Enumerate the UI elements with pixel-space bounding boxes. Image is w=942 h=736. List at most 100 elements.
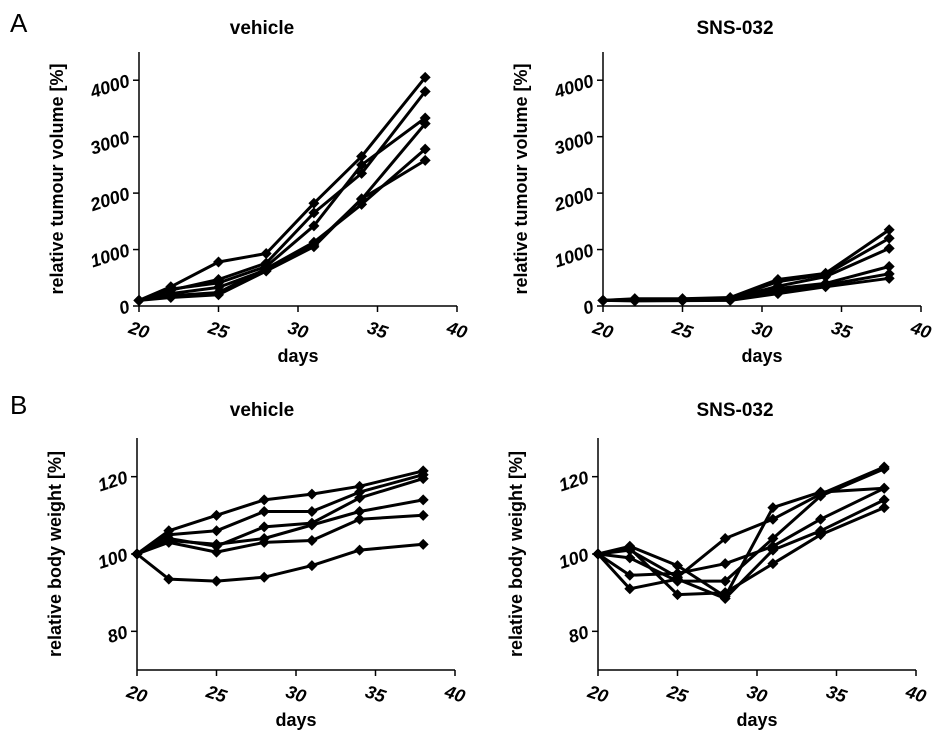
data-point-marker <box>624 552 636 564</box>
panel-label-b: B <box>10 390 28 420</box>
y-tick-label: 120 <box>556 467 591 495</box>
y-axis-label: relative body weight [%] <box>506 451 526 657</box>
data-point-marker <box>883 242 895 254</box>
series-line-2 <box>138 90 427 302</box>
y-tick-label: 2000 <box>87 184 132 216</box>
data-point-marker <box>131 548 143 560</box>
x-axis-label: days <box>736 710 777 730</box>
data-point-marker <box>719 592 731 604</box>
data-point-marker <box>677 295 688 307</box>
data-point-marker <box>883 224 895 236</box>
data-point-marker <box>260 265 272 277</box>
data-point-marker <box>211 538 222 550</box>
series-line-5 <box>138 147 427 302</box>
data-point-marker <box>163 573 175 585</box>
x-tick-label: 30 <box>749 317 774 342</box>
data-point-marker <box>354 486 366 498</box>
y-tick-label: 1000 <box>552 240 596 271</box>
data-point-marker <box>211 575 222 587</box>
data-point-marker <box>308 220 320 232</box>
data-point-marker <box>878 463 890 475</box>
data-point-marker <box>133 294 145 306</box>
data-point-marker <box>419 143 431 155</box>
data-point-marker <box>624 583 636 595</box>
data-point-marker <box>308 207 320 219</box>
y-tick-label: 80 <box>105 622 130 647</box>
y-tick-label: 2000 <box>551 184 596 216</box>
data-point-marker <box>883 232 895 244</box>
series-line-1 <box>138 76 427 302</box>
data-point-marker <box>767 513 779 525</box>
data-point-marker <box>354 492 366 504</box>
data-point-marker <box>356 159 368 171</box>
data-point-marker <box>767 533 779 545</box>
data-point-marker <box>306 519 318 531</box>
data-point-marker <box>417 473 429 485</box>
data-point-marker <box>356 150 368 162</box>
data-point-marker <box>672 560 683 572</box>
data-point-marker <box>419 71 431 83</box>
y-tick-label: 1000 <box>88 240 132 271</box>
chart-weight-sns032: SNS-032 20 25 30 35 40 80 100 120 days relative bo… <box>506 400 929 730</box>
x-tick-label: 35 <box>365 317 391 343</box>
x-tick-label: 20 <box>123 681 149 707</box>
y-tick-label: 4000 <box>87 71 132 103</box>
chart-weight-vehicle: vehicle 20 25 30 35 40 80 100 120 days relative bo… <box>45 400 468 730</box>
x-tick-label: 20 <box>584 681 610 707</box>
data-point-marker <box>672 567 683 579</box>
data-point-marker <box>719 558 731 570</box>
data-point-marker <box>211 509 222 521</box>
data-point-marker <box>308 197 320 209</box>
data-point-marker <box>815 513 827 525</box>
data-point-marker <box>767 558 779 570</box>
x-tick-label: 30 <box>744 681 769 706</box>
data-point-marker <box>878 502 890 514</box>
data-point-marker <box>258 521 270 533</box>
data-point-marker <box>211 546 222 558</box>
data-point-marker <box>592 548 604 560</box>
x-tick-label: 35 <box>829 317 855 343</box>
data-point-marker <box>163 536 175 548</box>
data-point-marker <box>419 154 431 166</box>
data-point-marker <box>260 248 272 260</box>
data-point-marker <box>878 482 890 494</box>
data-point-marker <box>306 560 318 572</box>
data-point-marker <box>258 494 270 506</box>
data-point-marker <box>672 573 683 585</box>
data-point-marker <box>878 494 890 506</box>
data-point-marker <box>419 86 431 98</box>
data-point-marker <box>213 289 224 301</box>
series-line-6 <box>136 542 424 583</box>
data-point-marker <box>306 505 318 517</box>
data-point-marker <box>629 295 641 307</box>
x-tick-label: 30 <box>285 317 310 342</box>
data-point-marker <box>672 589 683 601</box>
data-point-marker <box>719 587 731 599</box>
series-line-2 <box>602 236 890 302</box>
data-point-marker <box>719 575 731 587</box>
y-tick-label: 0 <box>580 296 596 318</box>
data-point-marker <box>772 288 784 300</box>
data-point-marker <box>417 509 429 521</box>
chart-title: vehicle <box>230 18 294 39</box>
chart-title: vehicle <box>230 400 294 421</box>
chart-tumour-sns032: SNS-032 20 25 30 35 40 0 1000 2000 3000 4000 days re… <box>511 18 934 366</box>
data-point-marker <box>417 538 429 550</box>
data-point-marker <box>211 525 222 537</box>
data-point-marker <box>724 294 736 306</box>
y-tick-label: 3000 <box>88 127 132 158</box>
data-point-marker <box>354 544 366 556</box>
y-tick-label: 80 <box>566 622 591 647</box>
x-tick-label: 20 <box>125 317 151 343</box>
y-axis-label: relative body weight [%] <box>45 451 65 657</box>
data-point-marker <box>356 193 368 205</box>
x-tick-label: 30 <box>283 681 308 706</box>
x-tick-label: 20 <box>589 317 615 343</box>
data-point-marker <box>597 294 609 306</box>
x-tick-label: 25 <box>669 317 696 343</box>
x-tick-label: 35 <box>824 681 850 707</box>
x-tick-label: 25 <box>203 681 230 707</box>
data-point-marker <box>419 112 431 124</box>
y-tick-label: 100 <box>95 544 130 572</box>
